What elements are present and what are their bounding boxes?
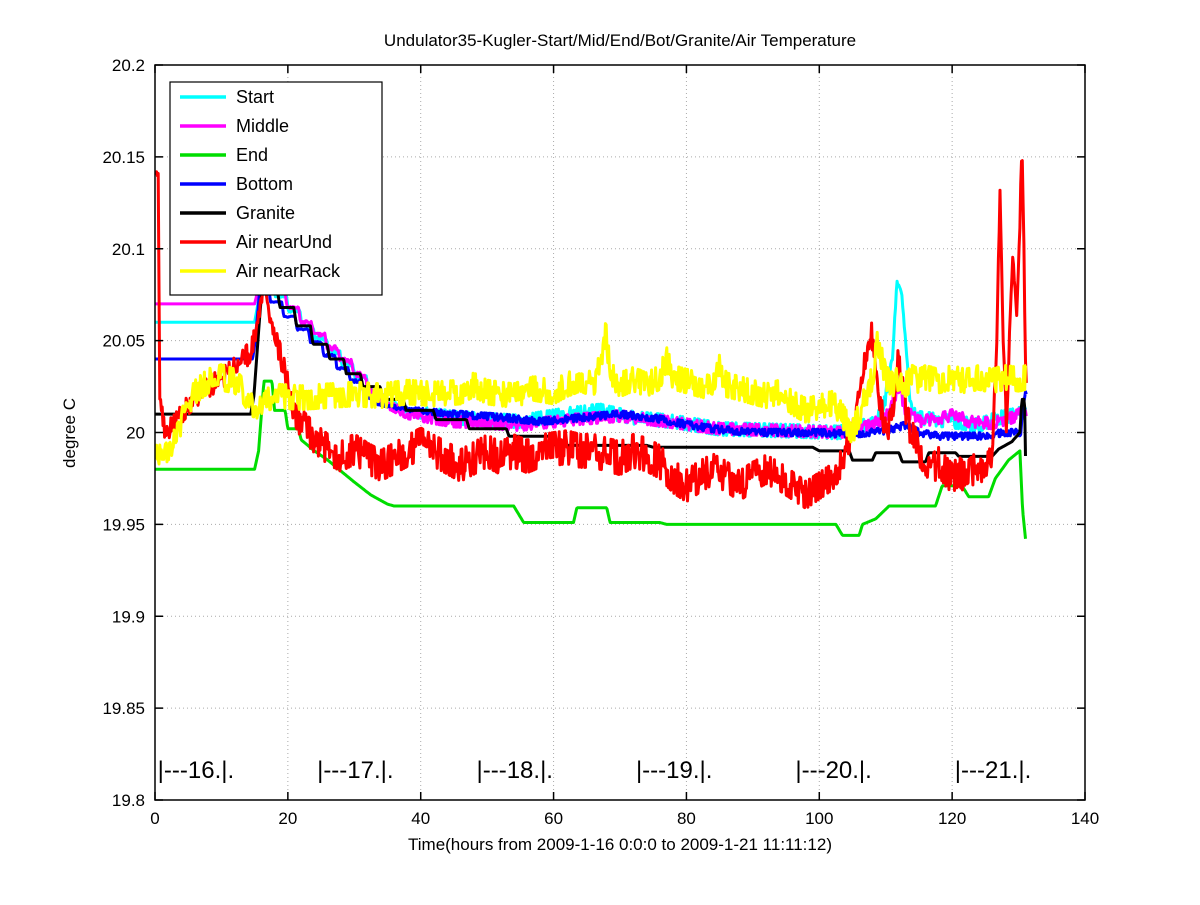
legend: Start Middle End Bottom Granite Air nearUnd Ai… — [169, 81, 383, 296]
y-axis-label: degree C — [60, 398, 79, 468]
x-tick-label: 40 — [411, 809, 430, 828]
series-line-air-nearrack — [155, 322, 1027, 466]
legend-item: Middle — [236, 116, 289, 136]
y-tick-label: 19.95 — [102, 515, 145, 534]
day-annotation: |---19.|. — [636, 757, 712, 784]
legend-item: Bottom — [236, 174, 293, 194]
day-annotations: |---16.|. |---17.|. |---18.|. |---19.|. |---… — [158, 757, 1032, 784]
legend-item: Granite — [236, 203, 295, 223]
legend-item: Air nearRack — [236, 261, 341, 281]
legend-item: Air nearUnd — [236, 232, 332, 252]
day-annotation: |---16.|. — [158, 757, 234, 784]
x-tick-label: 0 — [150, 809, 159, 828]
day-annotation: |---21.|. — [955, 757, 1031, 784]
x-tick-label: 120 — [938, 809, 966, 828]
grid — [155, 65, 1085, 800]
y-tick-label: 19.85 — [102, 699, 145, 718]
x-tick-label: 80 — [677, 809, 696, 828]
y-tick-label: 19.9 — [112, 607, 145, 626]
series-line-air-nearund — [155, 159, 1028, 510]
chart-title: Undulator35-Kugler-Start/Mid/End/Bot/Gra… — [384, 31, 856, 50]
x-tick-label: 60 — [544, 809, 563, 828]
series-line-end — [155, 379, 1027, 539]
axes: 0 20 40 60 80 100 120 140 19.8 19.85 19.9 19.95 20 20… — [102, 56, 1099, 828]
x-tick-label: 20 — [278, 809, 297, 828]
day-annotation: |---20.|. — [795, 757, 871, 784]
legend-box — [169, 81, 383, 296]
x-tick-label: 100 — [805, 809, 833, 828]
series-line-bottom — [155, 285, 1028, 441]
x-axis-label: Time(hours from 2009-1-16 0:0:0 to 2009-… — [408, 835, 832, 854]
y-tick-label: 20.15 — [102, 148, 145, 167]
y-tick-label: 19.8 — [112, 791, 145, 810]
y-tick-label: 20 — [126, 424, 145, 443]
day-annotation: |---18.|. — [477, 757, 553, 784]
x-tick-label: 140 — [1071, 809, 1099, 828]
legend-item: Start — [236, 87, 274, 107]
series-lines — [155, 159, 1028, 539]
y-tick-label: 20.1 — [112, 240, 145, 259]
y-tick-label: 20.2 — [112, 56, 145, 75]
day-annotation: |---17.|. — [317, 757, 393, 784]
y-tick-label: 20.05 — [102, 332, 145, 351]
legend-item: End — [236, 145, 268, 165]
